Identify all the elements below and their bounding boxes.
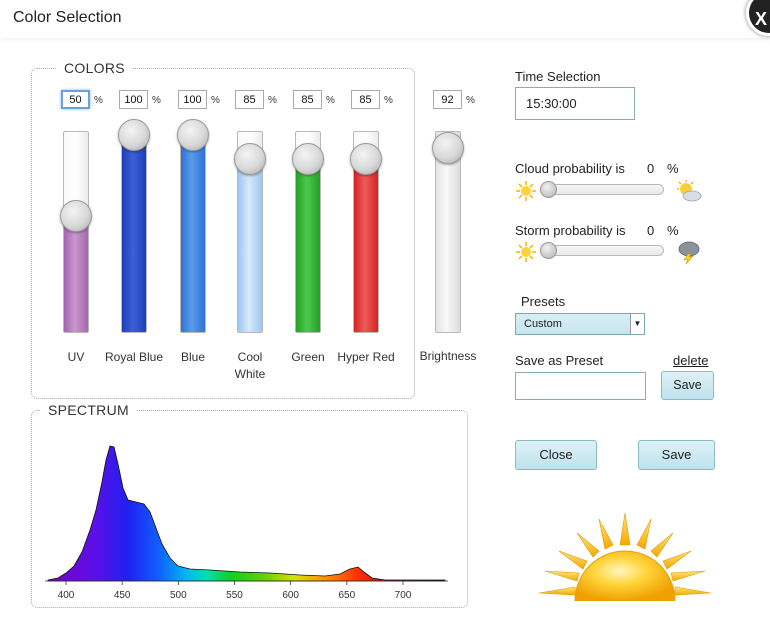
slider-fill (354, 160, 378, 332)
window-title: Color Selection (13, 9, 122, 26)
storm-slider-knob[interactable] (540, 242, 557, 259)
sun-small-icon (516, 181, 536, 201)
storm-probability-unit: % (667, 223, 679, 238)
color-slider-track[interactable] (63, 131, 89, 333)
brightness-label: Brightness (419, 349, 477, 363)
slider-label: Royal Blue (104, 350, 164, 364)
slider-value-input[interactable]: 50 (61, 90, 90, 109)
percent-sign: % (268, 95, 277, 106)
percent-sign: % (384, 95, 393, 106)
presets-selected: Custom (524, 318, 562, 330)
sun-small-icon (516, 242, 536, 262)
storm-probability-value: 0 (647, 223, 655, 238)
colors-panel (31, 68, 415, 399)
close-button[interactable]: Close (515, 440, 597, 470)
storm-cloud-icon (678, 241, 700, 264)
colors-panel-title: COLORS (56, 60, 133, 76)
percent-sign: % (152, 95, 161, 106)
time-selection-input[interactable]: 15:30:00 (515, 87, 635, 120)
spectrum-tick-label: 450 (114, 590, 131, 601)
cloud-probability-label: Cloud probability is (515, 161, 625, 176)
percent-sign: % (466, 95, 475, 106)
slider-fill (296, 160, 320, 332)
spectrum-tick-label: 650 (338, 590, 355, 601)
title-bar: Color Selection (0, 0, 770, 38)
spectrum-tick-label: 400 (58, 590, 75, 601)
delete-preset-link[interactable]: delete (673, 353, 709, 368)
cloud-slider-knob[interactable] (540, 181, 557, 198)
brightness-value-input[interactable]: 92 (433, 90, 462, 109)
slider-label: UV (67, 350, 85, 364)
cloud-probability-value: 0 (647, 161, 655, 176)
partly-cloudy-icon (677, 180, 702, 202)
slider-value-input[interactable]: 85 (235, 90, 264, 109)
save-as-preset-label: Save as Preset (515, 353, 604, 368)
spectrum-tick-label: 700 (395, 590, 412, 601)
percent-sign: % (326, 95, 335, 106)
slider-label: Cool White (234, 350, 266, 381)
color-slider-track[interactable] (121, 131, 147, 333)
slider-knob[interactable] (292, 143, 324, 176)
slider-value-input[interactable]: 85 (293, 90, 322, 109)
spectrum-chart: 400 450 500 550 600 650 700 (45, 445, 448, 601)
spectrum-panel-title: SPECTRUM (40, 402, 137, 418)
save-button[interactable]: Save (638, 440, 715, 470)
storm-probability-label: Storm probability is (515, 223, 626, 238)
brightness-slider-track[interactable] (435, 131, 461, 333)
spectrum-panel (31, 410, 468, 608)
spectrum-tick-label: 600 (282, 590, 299, 601)
slider-knob[interactable] (177, 119, 209, 151)
slider-fill (238, 160, 262, 332)
slider-label: Green (291, 350, 325, 364)
slider-knob[interactable] (118, 119, 150, 151)
storm-probability-slider[interactable] (540, 245, 664, 256)
percent-sign: % (211, 95, 220, 106)
spectrum-tick-label: 500 (170, 590, 187, 601)
slider-value-input[interactable]: 85 (351, 90, 380, 109)
presets-label: Presets (521, 294, 566, 309)
spectrum-curve (47, 445, 446, 582)
slider-fill (64, 217, 88, 332)
preset-name-input[interactable] (515, 372, 646, 400)
slider-knob[interactable] (234, 143, 266, 176)
slider-fill (181, 136, 205, 332)
spectrum-tick-label: 550 (226, 590, 243, 601)
slider-value-input[interactable]: 100 (119, 90, 148, 109)
save-preset-button[interactable]: Save (661, 371, 714, 400)
brightness-slider-knob[interactable] (432, 131, 464, 164)
color-slider-track[interactable] (180, 131, 206, 333)
time-value: 15:30:00 (526, 96, 577, 111)
chevron-down-icon[interactable]: ▼ (630, 314, 644, 334)
cloud-probability-unit: % (667, 161, 679, 176)
spectrum-x-axis: 400 450 500 550 600 650 700 (58, 581, 412, 601)
slider-label: Hyper Red (337, 350, 395, 364)
cloud-probability-slider[interactable] (540, 184, 664, 195)
slider-fill (122, 136, 146, 332)
slider-value-input[interactable]: 100 (178, 90, 207, 109)
slider-label: Blue (180, 350, 206, 364)
percent-sign: % (94, 95, 103, 106)
slider-knob[interactable] (60, 200, 92, 232)
close-icon: X (754, 9, 767, 29)
sun-icon (525, 512, 725, 615)
slider-knob[interactable] (350, 143, 382, 176)
presets-dropdown[interactable]: Custom ▼ (515, 313, 645, 335)
time-selection-label: Time Selection (515, 69, 601, 84)
